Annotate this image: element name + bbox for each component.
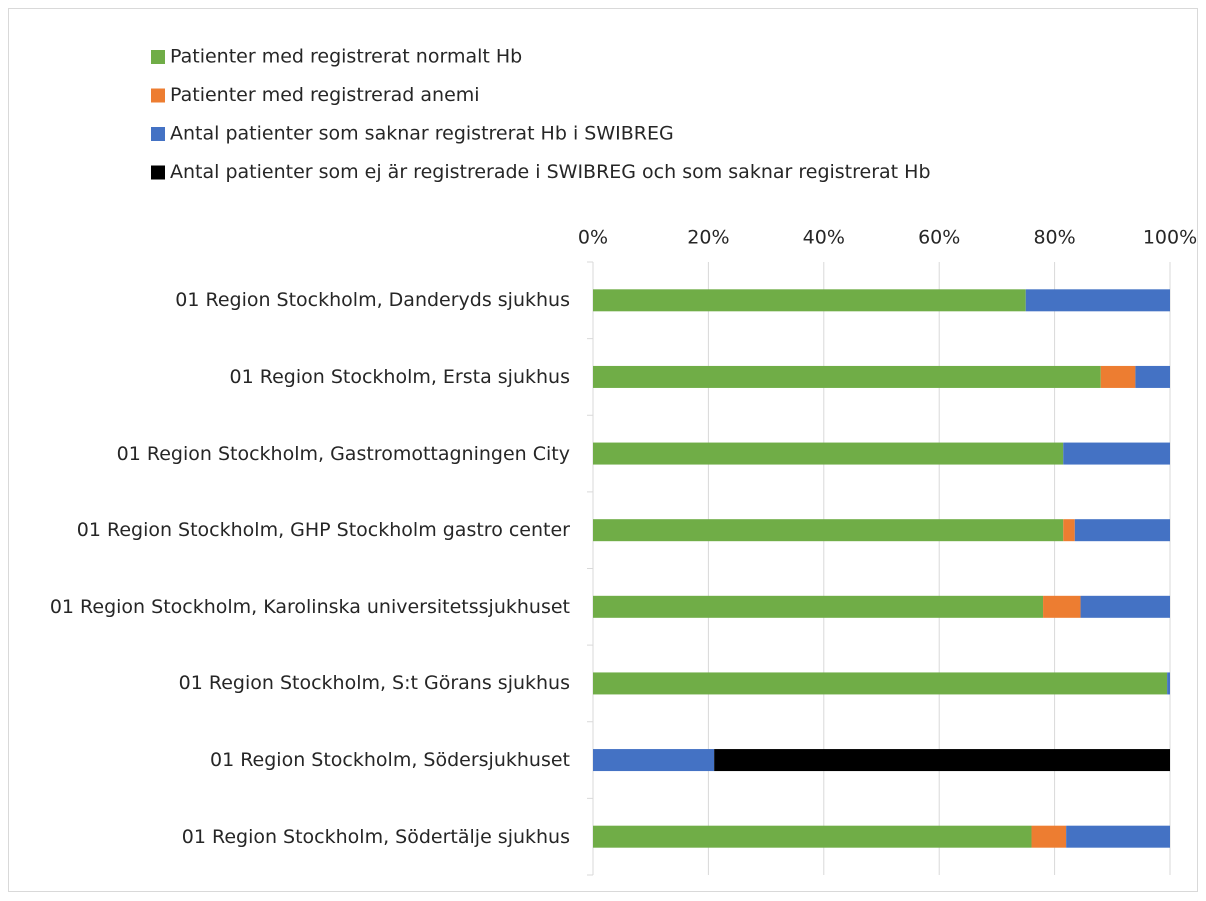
bar-segment [1135,365,1170,388]
x-tick-label: 100% [1143,227,1197,249]
bar-segment [593,672,1168,695]
x-tick-label: 40% [803,227,845,249]
bar-segment [1063,519,1075,542]
bar-segment [1167,672,1170,695]
legend-swatch [151,88,165,103]
legend-label: Patienter med registrerat normalt Hb [170,46,522,68]
x-tick-label: 60% [918,227,960,249]
bar-segment [1031,825,1067,848]
bar-segment [714,749,1170,772]
bar-segment [1063,442,1170,465]
y-tick-label: 01 Region Stockholm, Södertälje sjukhus [181,825,570,848]
bar-segment [1080,595,1170,618]
bar-segment [593,365,1101,388]
y-tick-label: 01 Region Stockholm, Ersta sjukhus [229,365,570,388]
bar-segment [1043,595,1081,618]
bar-segment [593,825,1032,848]
y-tick-label: 01 Region Stockholm, Gastromottagningen … [116,442,570,465]
bar-segment [1100,365,1136,388]
bar-segment [593,749,715,772]
legend-label: Antal patienter som ej är registrerade i… [170,161,931,183]
y-tick-label: 01 Region Stockholm, Karolinska universi… [49,595,570,618]
y-tick-label: 01 Region Stockholm, GHP Stockholm gastr… [76,519,570,542]
x-tick-label: 0% [578,227,608,249]
y-tick-label: 01 Region Stockholm, Danderyds sjukhus [175,289,570,312]
y-tick-label: 01 Region Stockholm, S:t Görans sjukhus [178,672,570,695]
bar-segment [593,442,1064,465]
x-tick-label: 80% [1033,227,1075,249]
bar-segment [593,289,1026,312]
legend-label: Antal patienter som saknar registrerat H… [170,123,674,145]
bar-segment [1025,289,1170,312]
bar-segment [1074,519,1170,542]
bar-segment [593,519,1064,542]
legend-swatch [151,165,165,180]
legend-swatch [151,127,165,141]
y-tick-label: 01 Region Stockholm, Södersjukhuset [209,749,570,772]
x-tick-label: 20% [687,227,729,249]
legend-label: Patienter med registrerad anemi [170,84,480,106]
bar-segment [593,595,1044,618]
bar-segment [1066,825,1170,848]
legend-swatch [151,50,165,64]
